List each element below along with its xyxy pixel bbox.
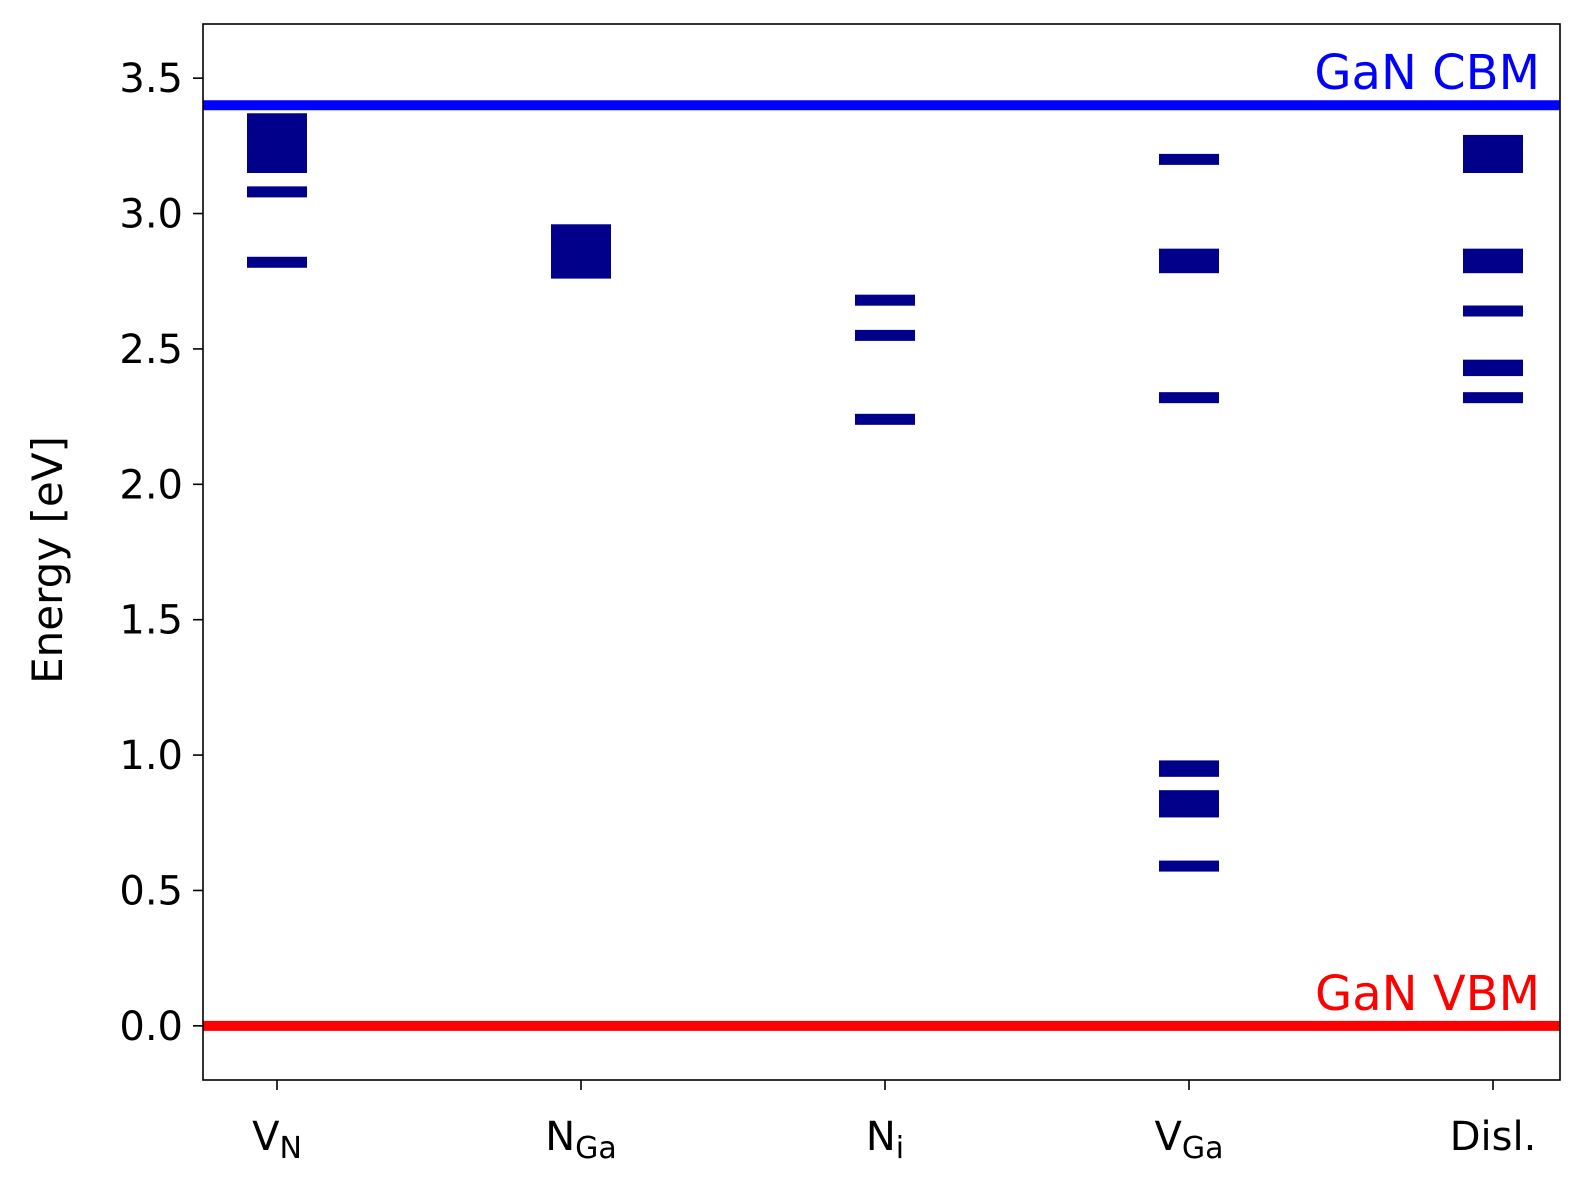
energy-level-mark <box>551 262 611 274</box>
energy-level-mark <box>551 248 611 260</box>
energy-level-mark <box>1463 262 1523 274</box>
energy-level-mark <box>855 294 915 306</box>
energy-level-mark <box>247 186 307 198</box>
energy-level-mark <box>1463 305 1523 317</box>
axes: 0.00.51.01.52.02.53.03.5VN NGa Ni VGa Disl.E… <box>23 23 1561 1166</box>
y-tick-label: 3.0 <box>119 192 183 238</box>
energy-level-mark <box>1463 134 1523 146</box>
energy-level-mark <box>1159 392 1219 404</box>
reference-label: GaN VBM <box>1315 966 1540 1022</box>
x-tick-label: Disl. <box>1450 1114 1537 1160</box>
energy-level-mark <box>1463 359 1523 371</box>
x-tick-label-main: V <box>1154 1114 1182 1160</box>
plot-frame <box>202 23 1561 1081</box>
energy-level-mark <box>1159 860 1219 872</box>
energy-level-mark <box>1463 248 1523 260</box>
reference-label: GaN CBM <box>1314 45 1540 101</box>
x-tick-label-subscript: Ga <box>1182 1131 1224 1166</box>
energy-level-mark <box>247 256 307 268</box>
energy-level-mark <box>1463 392 1523 404</box>
x-tick-label-subscript: N <box>279 1131 301 1166</box>
x-tick-label: Ni <box>866 1114 904 1166</box>
energy-level-mark <box>855 413 915 425</box>
x-tick-label-main: N <box>866 1114 896 1160</box>
energy-level-mark <box>855 329 915 341</box>
y-tick-label: 3.5 <box>119 56 183 102</box>
x-tick-label-main: N <box>545 1114 575 1160</box>
x-tick-label-subscript: Ga <box>575 1131 617 1166</box>
x-tick-label: VN <box>252 1114 302 1166</box>
y-tick-label: 1.5 <box>119 598 183 644</box>
energy-level-mark <box>1159 248 1219 260</box>
y-tick-label: 0.5 <box>119 868 183 914</box>
x-tick-label-subscript: i <box>896 1131 904 1166</box>
energy-level-mark <box>1159 790 1219 802</box>
energy-level-mark <box>1159 262 1219 274</box>
y-axis-label: Energy [eV] <box>23 436 72 684</box>
energy-level-mark <box>1159 760 1219 772</box>
x-tick-label-main: Disl. <box>1450 1114 1537 1160</box>
x-tick-label: VGa <box>1154 1114 1223 1166</box>
x-tick-label-main: V <box>252 1114 280 1160</box>
y-tick-label: 0.0 <box>119 1004 183 1050</box>
plot-area: GaN CBM GaN VBM <box>203 45 1560 1031</box>
energy-level-mark <box>247 113 307 125</box>
energy-level-mark <box>1159 153 1219 165</box>
y-tick-label: 2.0 <box>119 462 183 508</box>
x-tick-label: NGa <box>545 1114 617 1166</box>
energy-level-mark <box>551 224 611 236</box>
y-tick-label: 2.5 <box>119 327 183 373</box>
y-tick-label: 1.0 <box>119 733 183 779</box>
